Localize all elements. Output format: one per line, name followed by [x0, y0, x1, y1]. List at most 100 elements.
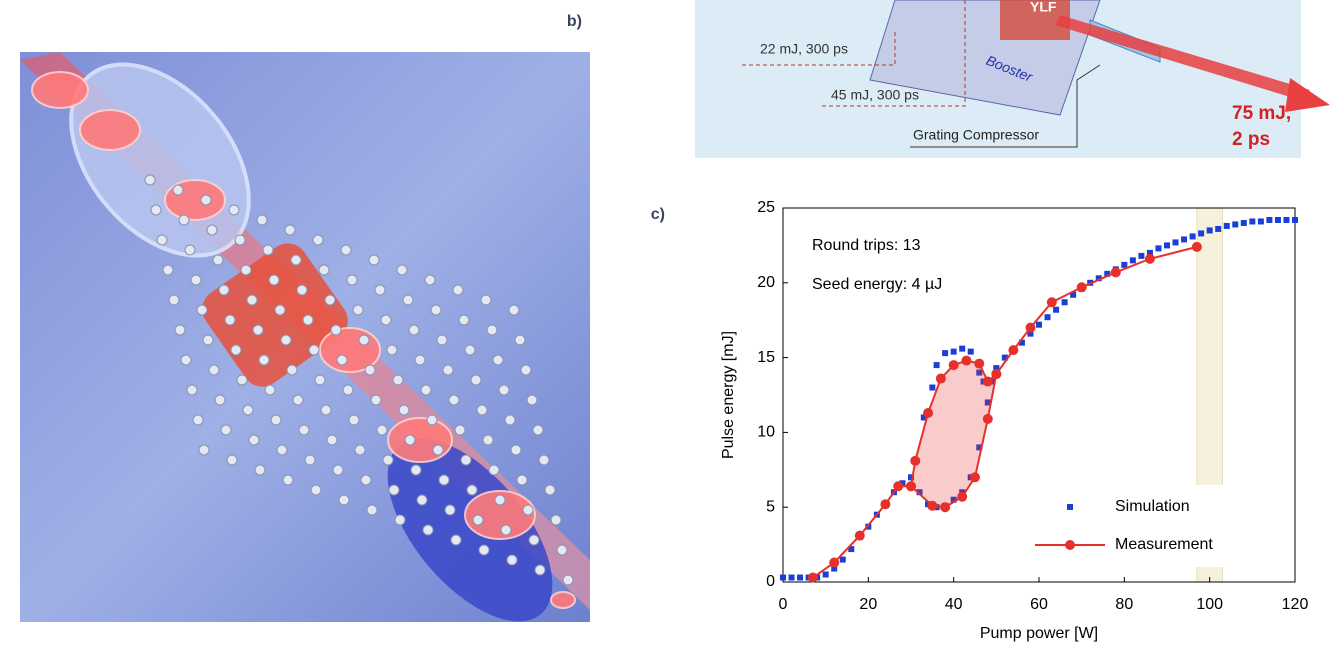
decor-dot — [241, 265, 251, 275]
decor-dot — [395, 515, 405, 525]
y-axis-label: Pulse energy [mJ] — [720, 331, 737, 459]
y-tick-label: 20 — [757, 274, 775, 291]
decor-dot — [197, 305, 207, 315]
decor-dot — [305, 455, 315, 465]
point — [1036, 322, 1042, 328]
point — [1266, 217, 1272, 223]
decor-dot — [219, 285, 229, 295]
decor-dot — [479, 545, 489, 555]
point — [823, 572, 829, 578]
setup-diagram: YLF 22 mJ, 300 ps 45 mJ, 300 ps Booster … — [695, 0, 1330, 158]
decor-dot — [181, 355, 191, 365]
decor-dot — [215, 395, 225, 405]
decor-dot — [387, 345, 397, 355]
decor-dot — [187, 385, 197, 395]
x-tick-label: 20 — [859, 596, 877, 613]
decor-dot — [201, 195, 211, 205]
decor-dot — [361, 475, 371, 485]
output-label: 2 ps — [1232, 129, 1270, 150]
point — [957, 492, 967, 502]
x-tick-label: 120 — [1282, 596, 1309, 613]
decor-dot — [337, 355, 347, 365]
decor-dot — [399, 405, 409, 415]
decor-dot — [465, 345, 475, 355]
decor-dot — [229, 205, 239, 215]
decor-dot — [285, 225, 295, 235]
decor-dot — [367, 505, 377, 515]
decor-dot — [227, 455, 237, 465]
decor-dot — [477, 405, 487, 415]
point — [1045, 314, 1051, 320]
decor-dot — [221, 425, 231, 435]
decor-dot — [151, 205, 161, 215]
decor-dot — [163, 265, 173, 275]
panel-label: b) — [567, 13, 582, 30]
decor-dot — [455, 425, 465, 435]
x-axis-label: Pump power [W] — [980, 625, 1098, 642]
decor-dot — [173, 185, 183, 195]
decor-dot — [529, 535, 539, 545]
decor-dot — [439, 475, 449, 485]
decor-dot — [343, 385, 353, 395]
decor-dot — [415, 355, 425, 365]
page: b) YLF 22 mJ, 300 ps 45 mJ, 300 ps Boost… — [0, 0, 1340, 648]
decor-dot — [417, 495, 427, 505]
point — [880, 499, 890, 509]
decor-dot — [193, 415, 203, 425]
decor-dot — [433, 445, 443, 455]
decor-dot — [225, 315, 235, 325]
decor-dot — [421, 385, 431, 395]
point — [1173, 239, 1179, 245]
x-tick-label: 0 — [779, 596, 788, 613]
decor-dot — [327, 435, 337, 445]
point — [1077, 282, 1087, 292]
decor-dot — [287, 365, 297, 375]
decor-dot — [371, 395, 381, 405]
point — [940, 502, 950, 512]
decor-dot — [191, 275, 201, 285]
y-tick-label: 0 — [766, 573, 775, 590]
point — [1111, 267, 1121, 277]
decor-dot — [359, 335, 369, 345]
point — [1258, 218, 1264, 224]
point — [1121, 262, 1127, 268]
decor-dot — [493, 355, 503, 365]
point — [1053, 307, 1059, 313]
decor-dot — [311, 485, 321, 495]
decor-dot — [517, 475, 527, 485]
decor-dot — [349, 415, 359, 425]
point — [1190, 233, 1196, 239]
decor-dot — [271, 415, 281, 425]
decor-dot — [199, 445, 209, 455]
decor-dot — [179, 215, 189, 225]
decor-dot — [347, 275, 357, 285]
decor-dot — [369, 255, 379, 265]
decor-dot — [303, 315, 313, 325]
point — [1224, 223, 1230, 229]
illustration — [20, 31, 590, 648]
decor-dot — [393, 375, 403, 385]
decor-dot — [145, 175, 155, 185]
point — [1164, 242, 1170, 248]
point — [840, 557, 846, 563]
decor-dot — [403, 295, 413, 305]
decor-dot — [449, 395, 459, 405]
decor-dot — [501, 525, 511, 535]
decor-dot — [545, 485, 555, 495]
decor-dot — [445, 505, 455, 515]
point — [1249, 218, 1255, 224]
panel-label: c) — [651, 206, 665, 223]
legend-marker — [1065, 540, 1075, 550]
decor-dot — [473, 515, 483, 525]
point — [1241, 220, 1247, 226]
point — [1192, 242, 1202, 252]
point — [789, 575, 795, 581]
decor-dot — [499, 385, 509, 395]
decor-dot — [451, 535, 461, 545]
decor-dot — [269, 275, 279, 285]
decor-dot — [381, 315, 391, 325]
decor-dot — [533, 425, 543, 435]
decor-dot — [527, 395, 537, 405]
decor-dot — [341, 245, 351, 255]
point — [974, 359, 984, 369]
